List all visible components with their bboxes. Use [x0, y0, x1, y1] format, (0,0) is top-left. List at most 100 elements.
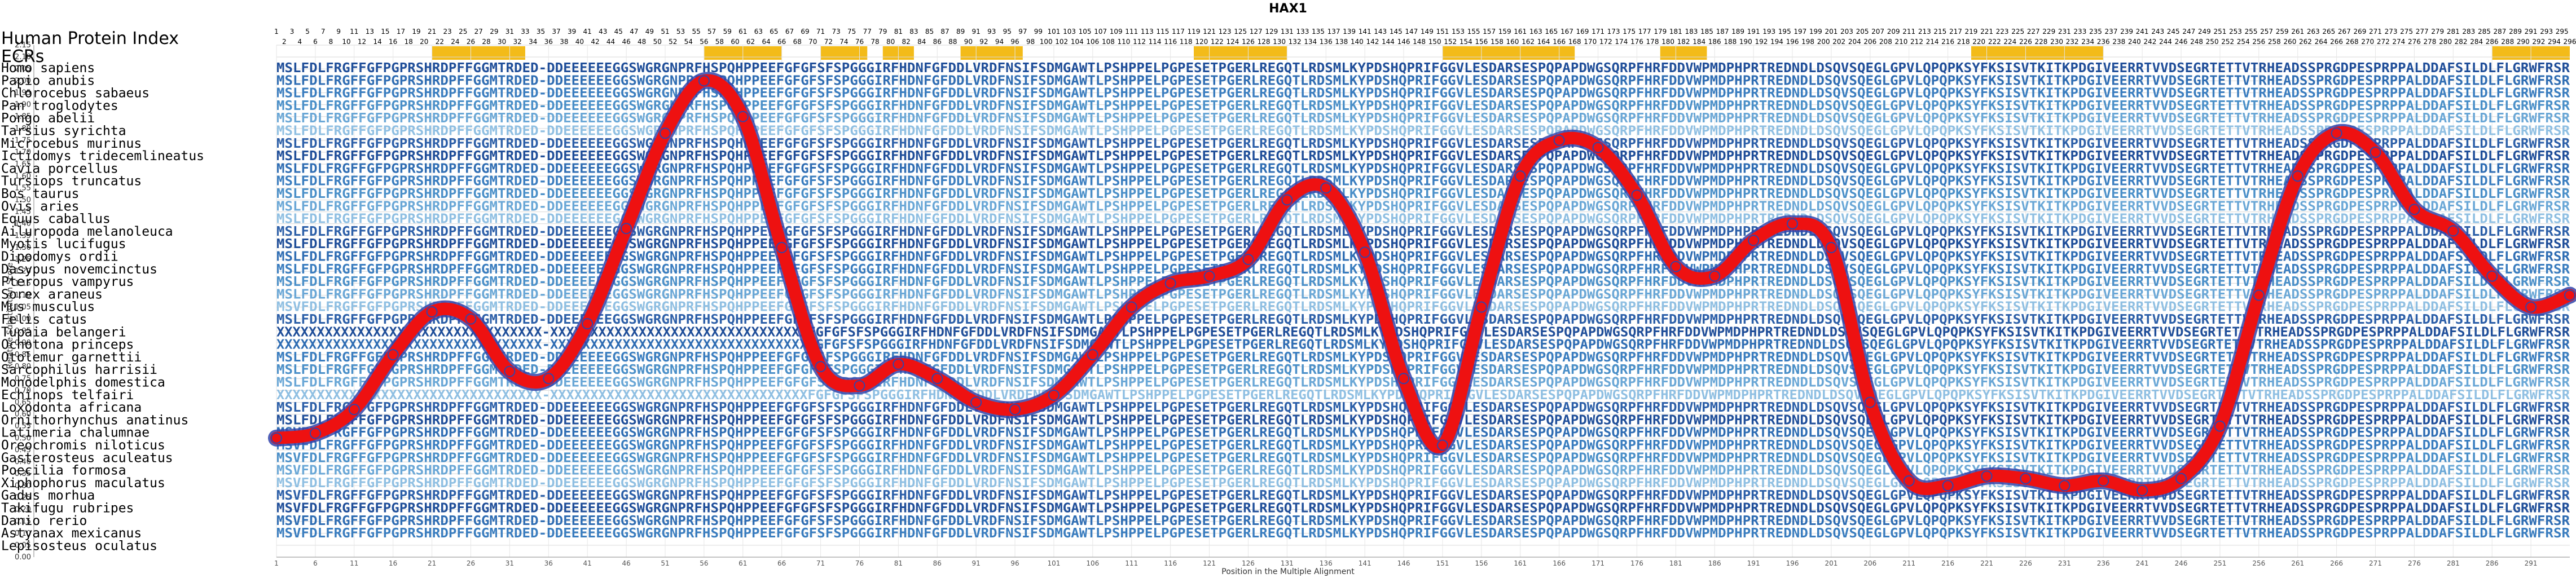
data-point — [387, 349, 399, 361]
human-index-top: 171 — [1592, 28, 1604, 36]
human-index-top: 219 — [1965, 28, 1978, 36]
human-index-top: 263 — [2307, 28, 2320, 36]
y-tick-label: 2.00 — [15, 77, 31, 85]
human-index-bottom: 168 — [1568, 38, 1581, 46]
x-tick-label: 166 — [1553, 559, 1566, 567]
human-index-bottom: 282 — [2455, 38, 2468, 46]
y-tick-label: 2.15 — [15, 41, 31, 50]
human-index-top: 231 — [2058, 28, 2071, 36]
human-index-top: 43 — [599, 28, 607, 36]
sequence-row: MSLFDLFRGFFGFPGPRSHRDPFFGGMTRDED-DDEEEEE… — [276, 363, 2570, 377]
y-tick-label: 1.30 — [15, 244, 31, 252]
data-point — [1553, 134, 1565, 146]
human-index-top: 131 — [1281, 28, 1294, 36]
human-index-top: 121 — [1203, 28, 1216, 36]
human-index-top: 37 — [552, 28, 560, 36]
human-index-bottom: 136 — [1320, 38, 1333, 46]
x-tick-label: 186 — [1708, 559, 1721, 567]
data-point — [776, 241, 788, 253]
y-tick-label: 0.10 — [15, 530, 31, 538]
human-index-bottom: 254 — [2237, 38, 2250, 46]
x-tick-label: 46 — [622, 559, 630, 567]
human-index-bottom: 268 — [2346, 38, 2359, 46]
human-index-bottom: 250 — [2206, 38, 2219, 46]
human-index-bottom: 278 — [2424, 38, 2437, 46]
human-index-bottom: 96 — [1010, 38, 1019, 46]
human-protein-index-label: Human Protein Index — [1, 29, 179, 48]
human-index-top: 89 — [956, 28, 965, 36]
species-label: Felis catus — [1, 312, 87, 327]
human-index-top: 207 — [1871, 28, 1884, 36]
human-index-top: 103 — [1063, 28, 1076, 36]
species-label: Myotis lucifugus — [1, 237, 126, 252]
species-label: Pan troglodytes — [1, 99, 118, 113]
human-index-bottom: 116 — [1164, 38, 1177, 46]
human-index-bottom: 194 — [1770, 38, 1783, 46]
human-index-bottom: 158 — [1491, 38, 1504, 46]
human-index-top: 165 — [1545, 28, 1558, 36]
human-index-bottom: 56 — [700, 38, 708, 46]
y-tick-label: 1.65 — [15, 160, 31, 169]
human-index-bottom: 104 — [1071, 38, 1084, 46]
y-tick-label: 1.00 — [15, 315, 31, 324]
human-index-top: 47 — [630, 28, 638, 36]
human-index-top: 21 — [428, 28, 436, 36]
human-index-bottom: 246 — [2175, 38, 2188, 46]
data-point — [931, 373, 943, 385]
species-label: Takifugu rubripes — [1, 501, 134, 516]
human-index-bottom: 242 — [2143, 38, 2156, 46]
x-tick-label: 201 — [1825, 559, 1838, 567]
human-index-bottom: 232 — [2066, 38, 2079, 46]
x-tick-label: 221 — [1980, 559, 1993, 567]
sequence-row: MSVFDLFRGFFGFPGPRSHRDPFFGGMTRDED-DDEEEEE… — [276, 488, 2570, 503]
y-tick-label: 0.30 — [15, 482, 31, 490]
data-point — [1281, 194, 1293, 206]
human-index-top: 183 — [1685, 28, 1698, 36]
human-index-bottom: 140 — [1351, 38, 1364, 46]
x-tick-label: 6 — [313, 559, 318, 567]
human-index-top: 115 — [1156, 28, 1169, 36]
y-tick-label: 0.90 — [15, 339, 31, 347]
sequence-row: MSVFDLFRGFFGFPGPRSHRDPFFGGMTRDED-DDEEEEE… — [276, 526, 2570, 541]
human-index-top: 295 — [2556, 28, 2569, 36]
human-index-bottom: 180 — [1661, 38, 1674, 46]
human-index-top: 51 — [661, 28, 669, 36]
y-tick-label: 1.85 — [15, 113, 31, 121]
species-label: Mus musculus — [1, 300, 95, 315]
x-tick-label: 151 — [1436, 559, 1449, 567]
y-tick-label: 1.95 — [15, 89, 31, 97]
human-index-bottom: 240 — [2128, 38, 2141, 46]
y-tick-label: 0.60 — [15, 411, 31, 419]
x-tick-label: 136 — [1320, 559, 1333, 567]
x-tick-label: 121 — [1203, 559, 1216, 567]
human-index-bottom: 164 — [1537, 38, 1550, 46]
human-index-top: 123 — [1219, 28, 1232, 36]
human-index-bottom: 206 — [1863, 38, 1876, 46]
ecr-region — [432, 46, 525, 60]
sequence-row: MSLFDLFRGFFGFPGPRSHRDPFFGGMTRDED-DDEEEEE… — [276, 237, 2570, 252]
x-tick-label: 111 — [1125, 559, 1138, 567]
human-index-bottom: 24 — [451, 38, 459, 46]
x-tick-label: 61 — [738, 559, 747, 567]
human-index-top: 211 — [1902, 28, 1915, 36]
y-tick-label: 0.55 — [15, 422, 31, 431]
human-index-bottom: 290 — [2517, 38, 2530, 46]
x-tick-label: 66 — [777, 559, 786, 567]
human-index-bottom: 244 — [2159, 38, 2172, 46]
human-index-bottom: 10 — [342, 38, 350, 46]
human-index-bottom: 18 — [405, 38, 413, 46]
human-index-bottom: 54 — [684, 38, 693, 46]
human-index-bottom: 292 — [2532, 38, 2545, 46]
x-tick-label: 16 — [389, 559, 397, 567]
human-index-top: 61 — [738, 28, 747, 36]
data-point — [2137, 484, 2148, 496]
human-index-bottom: 86 — [933, 38, 942, 46]
x-tick-label: 156 — [1475, 559, 1488, 567]
x-tick-label: 246 — [2175, 559, 2188, 567]
human-index-bottom: 266 — [2330, 38, 2343, 46]
human-index-top: 149 — [1421, 28, 1434, 36]
human-index-top: 229 — [2042, 28, 2055, 36]
human-index-bottom: 182 — [1677, 38, 1690, 46]
